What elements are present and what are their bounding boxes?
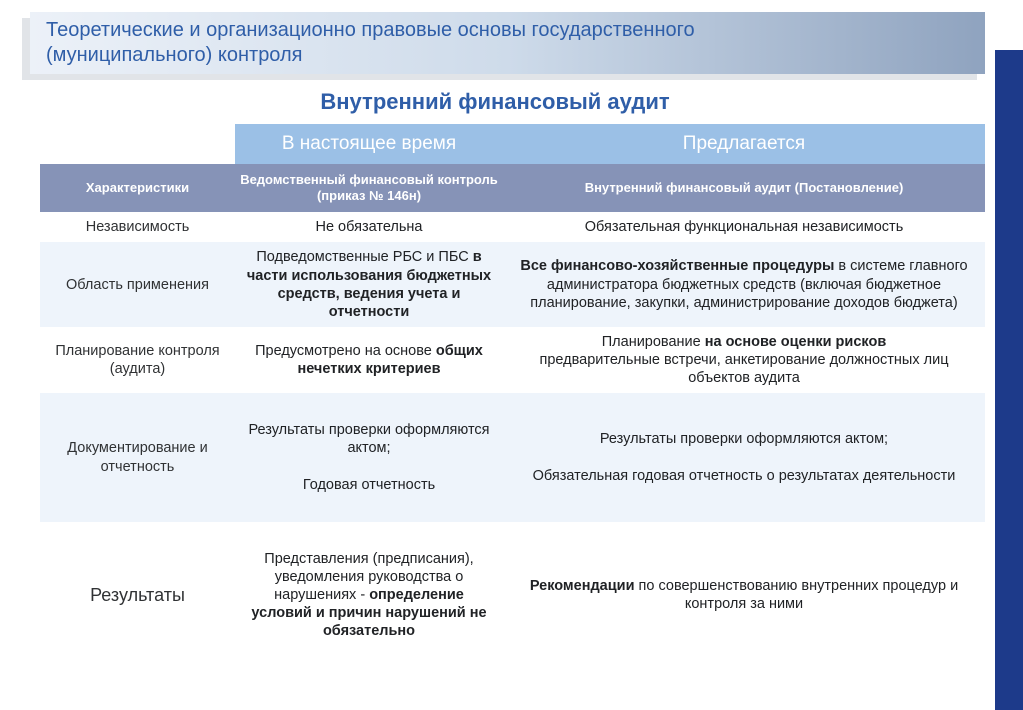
title-line-2: (муниципального) контроля xyxy=(46,44,303,66)
text: Результаты проверки оформляются актом; xyxy=(248,422,489,456)
cell-c1: Результаты проверки оформляются актом; Г… xyxy=(235,393,503,522)
cell-c2: Результаты проверки оформляются актом; О… xyxy=(503,393,985,522)
cell-c0: Результаты xyxy=(40,522,235,669)
title-line-1: Теоретические и организационно правовые … xyxy=(46,19,695,41)
text-bold: Все финансово-хозяйственные процедуры xyxy=(520,258,834,274)
text: Обязательная годовая отчетность о резуль… xyxy=(533,468,956,484)
text: Подведомственные РБС и ПБС xyxy=(256,249,472,265)
header2-col1: Ведомственный финансовый контроль (прика… xyxy=(235,164,503,213)
cell-c0: Независимость xyxy=(40,212,235,242)
table-row: Документирование и отчетность Результаты… xyxy=(40,393,985,522)
header2-col2: Внутренний финансовый аудит (Постановлен… xyxy=(503,164,985,213)
table-header-row-2: Характеристики Ведомственный финансовый … xyxy=(40,164,985,213)
text: Результаты проверки оформляются актом; xyxy=(600,431,888,447)
text: Годовая отчетность xyxy=(303,477,435,493)
cell-c1: Предусмотрено на основе общих нечетких к… xyxy=(235,327,503,393)
text: Планирование xyxy=(602,334,705,350)
cell-c0: Планирование контроля (аудита) xyxy=(40,327,235,393)
cell-c2: Все финансово-хозяйственные процедуры в … xyxy=(503,242,985,327)
right-accent-bar xyxy=(995,50,1023,710)
cell-c2: Обязательная функциональная независимост… xyxy=(503,212,985,242)
table-row: Область применения Подведомственные РБС … xyxy=(40,242,985,327)
table-row: Независимость Не обязательна Обязательна… xyxy=(40,212,985,242)
cell-c0: Документирование и отчетность xyxy=(40,393,235,522)
cell-c1: Представления (предписания), уведомления… xyxy=(235,522,503,669)
page-title: Теоретические и организационно правовые … xyxy=(30,18,695,68)
header1-proposed: Предлагается xyxy=(503,124,985,164)
text-bold: Рекомендации xyxy=(530,578,635,594)
table-row: Результаты Представления (предписания), … xyxy=(40,522,985,669)
text: Предусмотрено на основе xyxy=(255,343,436,359)
page-subtitle: Внутренний финансовый аудит xyxy=(0,89,990,115)
header2-col0: Характеристики xyxy=(40,164,235,213)
cell-c2: Рекомендации по совершенствованию внутре… xyxy=(503,522,985,669)
header1-blank xyxy=(40,124,235,164)
cell-c0: Область применения xyxy=(40,242,235,327)
text: по совершенствованию внутренних процедур… xyxy=(635,578,959,612)
header1-current: В настоящее время xyxy=(235,124,503,164)
table-header-row-1: В настоящее время Предлагается xyxy=(40,124,985,164)
text-bold: на основе оценки рисков xyxy=(705,334,886,350)
table-row: Планирование контроля (аудита) Предусмот… xyxy=(40,327,985,393)
cell-c1: Не обязательна xyxy=(235,212,503,242)
page-header: Теоретические и организационно правовые … xyxy=(30,12,985,74)
cell-c1: Подведомственные РБС и ПБС в части испол… xyxy=(235,242,503,327)
comparison-table: В настоящее время Предлагается Характери… xyxy=(40,124,985,668)
cell-c2: Планирование на основе оценки рисков пре… xyxy=(503,327,985,393)
text: предварительные встречи, анкетирование д… xyxy=(539,352,948,386)
